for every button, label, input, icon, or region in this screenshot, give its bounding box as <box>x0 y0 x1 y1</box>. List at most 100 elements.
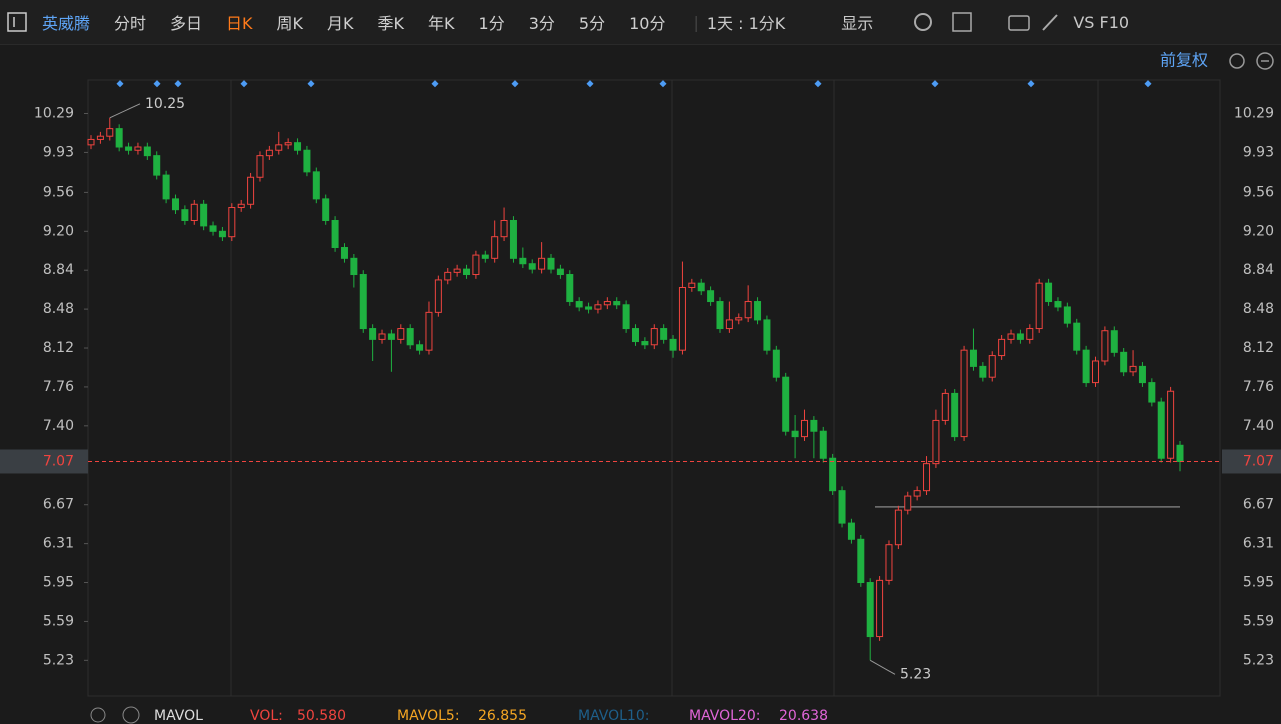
y-tick-label: 8.12 <box>43 340 74 356</box>
last-price-label-right: 7.07 <box>1243 453 1274 469</box>
candle-body <box>1157 401 1165 459</box>
candle-body <box>1026 328 1034 340</box>
candle-body <box>754 301 762 321</box>
candle-body <box>481 254 489 259</box>
candle-body <box>359 274 367 330</box>
candle-body <box>1101 330 1109 362</box>
candle-body <box>566 274 574 303</box>
candle-body <box>444 271 452 281</box>
ma10-label: MAVOL10: <box>578 708 649 724</box>
candle-body <box>660 328 668 340</box>
candle-body <box>519 257 527 265</box>
candle-body <box>134 146 142 151</box>
last-price-label: 7.07 <box>43 453 74 469</box>
candle-body <box>632 328 639 343</box>
candle-body <box>585 306 593 310</box>
candle-body <box>923 463 931 492</box>
tab[interactable]: 3分 <box>528 14 555 33</box>
candle-body <box>810 419 818 432</box>
candle-body <box>143 146 151 157</box>
tab[interactable]: 年K <box>428 14 455 33</box>
candle-body <box>200 203 208 227</box>
menu-icon[interactable] <box>6 11 28 33</box>
tab[interactable]: 周K <box>276 14 304 33</box>
tab[interactable]: 10分 <box>629 14 666 33</box>
y-tick-label: 9.93 <box>43 144 74 160</box>
f10[interactable]: F10 <box>1099 12 1130 32</box>
tab[interactable]: 季K <box>377 14 405 33</box>
candle-body <box>725 319 733 330</box>
candle-body <box>800 419 808 438</box>
y-tick-label-right: 7.40 <box>1243 418 1274 434</box>
month-lines <box>230 80 1099 696</box>
ma5-value: 26.855 <box>478 708 527 724</box>
candle-body <box>829 457 837 492</box>
vol-value: 50.580 <box>297 708 346 724</box>
candle-body <box>397 328 405 340</box>
candle-body <box>603 301 611 306</box>
y-tick-label: 9.56 <box>43 184 74 200</box>
candle-body <box>782 376 790 432</box>
candle-body <box>1148 382 1156 403</box>
stock-name[interactable]: 英威腾 <box>42 14 91 33</box>
candle-body <box>547 257 555 270</box>
candle-body <box>650 328 658 346</box>
indicator-name[interactable]: MAVOL <box>154 708 203 724</box>
candle-body <box>1082 349 1090 384</box>
tool-icons[interactable] <box>913 9 1073 35</box>
candle-body <box>951 392 959 438</box>
candle-body <box>350 257 358 276</box>
candle-body <box>688 282 696 288</box>
candle-body <box>87 138 95 146</box>
candle-body <box>969 349 977 367</box>
candle-body <box>228 207 236 238</box>
candle-body <box>1063 306 1071 324</box>
candle-body <box>312 171 320 200</box>
period-select[interactable]: 1天 : 1分K <box>706 14 786 33</box>
candle-body <box>735 317 743 321</box>
candle-body <box>1045 282 1053 303</box>
y-tick-label: 8.48 <box>43 301 74 317</box>
max-pointer <box>109 103 141 119</box>
candle-body <box>265 149 273 157</box>
chart: 前复权 MAVOL VOL: 50.580 MAVOL5: 26.855 MAV… <box>0 51 1281 724</box>
candle-body <box>678 286 686 351</box>
candle-body <box>744 301 752 319</box>
vs[interactable]: VS <box>1073 12 1095 32</box>
undo-icons[interactable] <box>1229 52 1274 70</box>
y-tick-label-right: 10.29 <box>1234 106 1274 122</box>
y-tick-label: 8.84 <box>43 262 74 278</box>
tab[interactable]: 1分 <box>478 14 505 33</box>
candle-body <box>340 247 348 259</box>
display-menu[interactable]: 显示 <box>841 14 874 33</box>
adjust-mode[interactable]: 前复权 <box>1160 51 1208 70</box>
candle-body <box>641 341 649 346</box>
close-icon[interactable] <box>122 706 140 724</box>
candle-body <box>434 279 442 313</box>
candle-body <box>106 128 114 137</box>
candle-body <box>594 304 602 310</box>
candle-body <box>378 333 386 340</box>
candle-body <box>904 495 912 511</box>
candle-body <box>763 319 771 351</box>
y-tick-label-right: 9.56 <box>1243 184 1274 200</box>
tab[interactable]: 5分 <box>578 14 606 33</box>
last-price-box <box>0 449 88 474</box>
candle-body <box>894 509 902 546</box>
tab[interactable]: 分时 <box>114 14 147 33</box>
settings-icon[interactable] <box>90 707 106 723</box>
tab[interactable]: 日K <box>226 14 253 33</box>
tab[interactable]: 月K <box>327 14 354 33</box>
candle-body <box>857 538 865 584</box>
y-tick-label: 7.76 <box>43 379 74 395</box>
candle-body <box>190 203 198 221</box>
y-tick-label-right: 5.95 <box>1243 575 1274 591</box>
y-tick-label: 7.40 <box>43 418 74 434</box>
candle-body <box>453 268 461 273</box>
candle-body <box>791 430 799 438</box>
tab[interactable]: 多日 <box>170 14 203 33</box>
candle-body <box>838 490 846 524</box>
last-price-box-right <box>1222 449 1281 474</box>
y-tick-label: 5.23 <box>43 652 74 668</box>
